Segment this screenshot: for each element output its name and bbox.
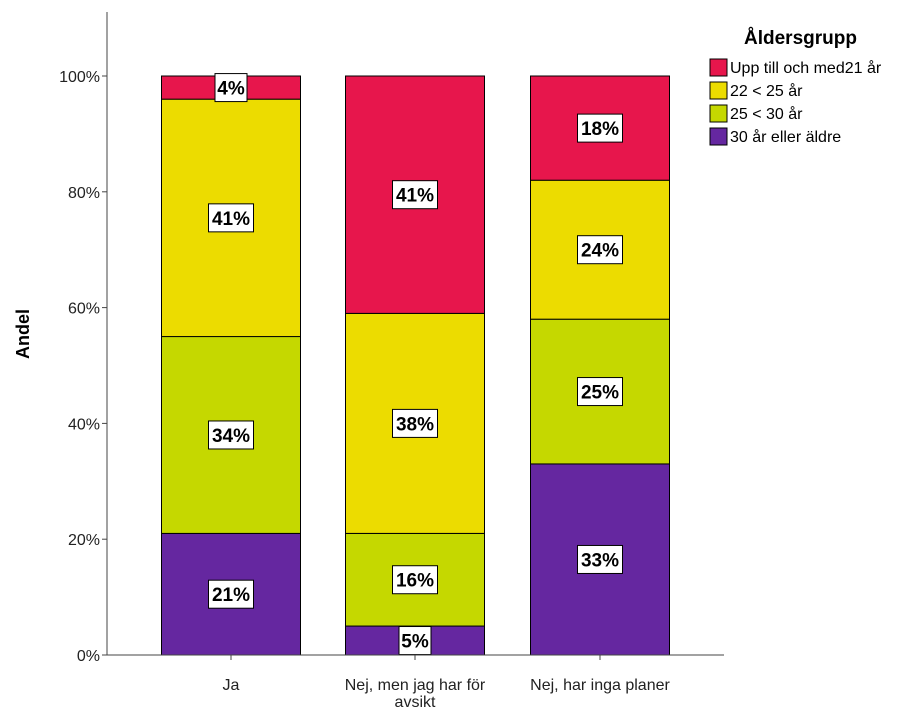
- data-label: 16%: [396, 571, 434, 592]
- legend-swatch: [709, 127, 728, 146]
- data-label-box: [577, 377, 623, 407]
- data-label-box: [398, 626, 432, 656]
- y-tick-label: 100%: [59, 69, 100, 86]
- y-tick-label: 60%: [68, 301, 100, 318]
- data-label-box: [577, 235, 623, 265]
- x-tick-label: avsikt: [395, 694, 436, 708]
- data-label: 24%: [581, 241, 619, 262]
- x-tick-label: Nej, har inga planer: [530, 677, 670, 694]
- legend-label: 22 < 25 år: [730, 82, 803, 100]
- y-tick-label: 0%: [77, 648, 100, 665]
- data-label: 33%: [581, 550, 619, 571]
- y-tick-label: 80%: [68, 185, 100, 202]
- data-label-box: [392, 565, 438, 595]
- legend-title: Åldersgrupp: [744, 28, 857, 49]
- data-label-box: [208, 579, 254, 609]
- legend-label: 25 < 30 år: [730, 105, 803, 123]
- data-label-box: [392, 180, 438, 210]
- data-label: 21%: [212, 585, 250, 606]
- x-tick-label: Ja: [223, 677, 240, 694]
- data-label-box: [208, 420, 254, 450]
- legend-swatch: [709, 58, 728, 77]
- data-label-box: [208, 203, 254, 233]
- data-label: 25%: [581, 383, 619, 404]
- data-label: 38%: [396, 414, 434, 435]
- y-axis-label: Andel: [13, 309, 33, 359]
- data-label: 5%: [401, 632, 429, 653]
- data-label: 41%: [396, 186, 434, 207]
- legend: Åldersgrupp Upp till och med21 år 22 < 25…: [709, 28, 882, 146]
- x-tick-label: Nej, men jag har för: [345, 677, 486, 694]
- y-tick-label: 20%: [68, 532, 100, 549]
- data-label: 4%: [217, 79, 245, 100]
- data-label-box: [577, 113, 623, 143]
- axes-group: 0% 20% 40% 60% 80% 100% Ja Nej, men jag har för…: [59, 12, 724, 708]
- legend-label: 30 år eller äldre: [730, 128, 841, 146]
- data-labels-group: 21% 34% 41% 4% 5% 16% 38% 41% 33% 25% 24% 18%: [208, 73, 623, 656]
- data-label: 41%: [212, 209, 250, 230]
- y-tick-label: 40%: [68, 416, 100, 433]
- legend-swatch: [709, 81, 728, 100]
- legend-label: Upp till och med21 år: [730, 59, 882, 77]
- data-label-box: [577, 544, 623, 574]
- data-label: 34%: [212, 426, 250, 447]
- data-label-box: [392, 408, 438, 438]
- data-label: 18%: [581, 119, 619, 140]
- legend-swatch: [709, 104, 728, 123]
- data-label-box: [214, 73, 248, 103]
